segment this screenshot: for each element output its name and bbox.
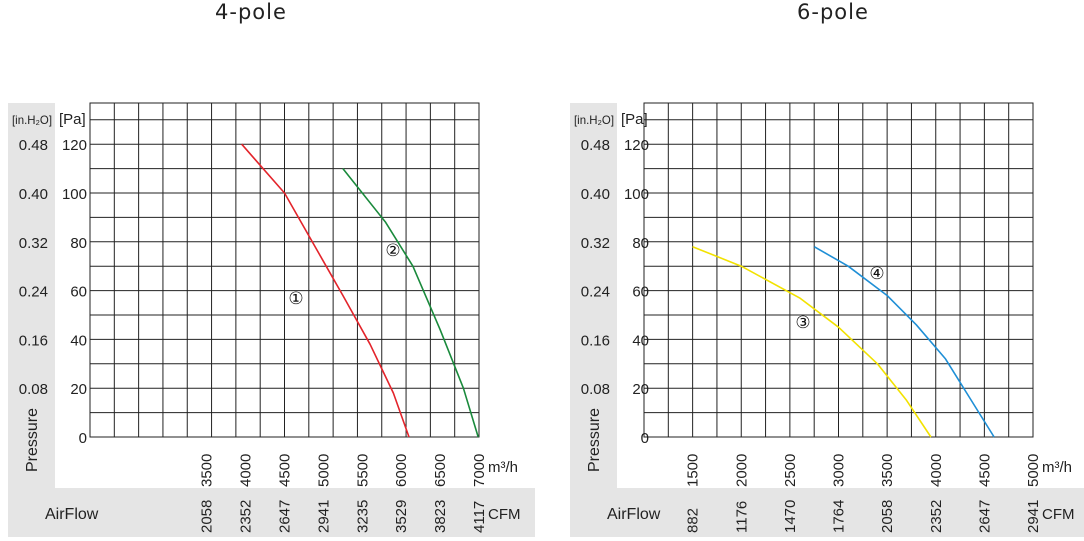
chart-title-4pole: 4-pole (215, 0, 287, 24)
series-line-2 (342, 168, 479, 438)
pressure-label-band (8, 103, 55, 488)
grid (89, 102, 480, 438)
y-axis-title: Pressure (586, 408, 603, 472)
y-unit-label: [Pa] (59, 111, 86, 128)
y-unit-label: [Pa] (621, 111, 648, 128)
x-tick-label: 1500 (685, 454, 702, 487)
cfm-tick-label: 3529 (393, 500, 410, 533)
y-tick-label: 0 (641, 430, 649, 447)
series-line-1 (241, 143, 410, 438)
cfm-tick-label: 2647 (976, 500, 993, 533)
y2-tick-label: 0.32 (581, 235, 610, 252)
x-tick-label: 7000 (471, 454, 488, 487)
x2-unit-label: CFM (1042, 506, 1075, 523)
cfm-tick-label: 4117 (471, 501, 488, 533)
y2-unit-label: [in.H₂O] (574, 113, 614, 127)
series-label: ② (385, 241, 400, 260)
cfm-tick-label: 2352 (928, 500, 945, 533)
x-tick-label: 4500 (277, 454, 294, 487)
grid (643, 102, 1034, 438)
x-axis-title: AirFlow (607, 506, 661, 523)
y2-unit-label: [in.H₂O] (12, 113, 52, 127)
cfm-tick-label: 2058 (199, 500, 216, 533)
y2-tick-label: 0.48 (581, 137, 610, 154)
series-label: ④ (869, 264, 884, 283)
series-line-1 (692, 245, 932, 438)
cfm-tick-label: 2647 (277, 500, 294, 533)
pressure-label-band (570, 103, 617, 488)
cfm-tick-label: 1470 (782, 500, 799, 533)
x-tick-label: 4000 (238, 454, 255, 487)
x-tick-label: 5000 (315, 454, 332, 487)
y-tick-label: 60 (632, 284, 649, 301)
y2-tick-label: 0.32 (19, 235, 48, 252)
x-tick-label: 4000 (928, 454, 945, 487)
x-tick-label: 3500 (879, 454, 896, 487)
y-tick-label: 120 (624, 137, 649, 154)
cfm-tick-label: 2352 (238, 500, 255, 533)
y-tick-label: 100 (62, 186, 87, 203)
y2-tick-label: 0.40 (581, 186, 610, 203)
cfm-tick-label: 3823 (432, 500, 449, 533)
x-tick-label: 6000 (393, 454, 410, 487)
cfm-tick-label: 1176 (733, 501, 750, 533)
y-tick-label: 20 (70, 381, 87, 398)
y-tick-label: 80 (70, 235, 87, 252)
chart-title-6pole: 6-pole (797, 0, 869, 24)
y-tick-label: 60 (70, 284, 87, 301)
y2-tick-label: 0.24 (581, 284, 610, 301)
y-tick-label: 20 (632, 381, 649, 398)
cfm-tick-label: 882 (685, 508, 702, 533)
cfm-tick-label: 2941 (315, 500, 332, 533)
x-tick-label: 3000 (831, 454, 848, 487)
x-tick-label: 5500 (354, 454, 371, 487)
cfm-tick-label: 1764 (831, 500, 848, 533)
y-tick-label: 120 (62, 137, 87, 154)
y2-tick-label: 0.24 (19, 284, 48, 301)
y-axis-title: Pressure (24, 408, 41, 472)
y2-tick-label: 0.08 (581, 381, 610, 398)
x-tick-label: 2000 (733, 454, 750, 487)
cfm-tick-label: 2058 (879, 500, 896, 533)
series-label: ③ (795, 313, 810, 332)
x-unit-label: m³/h (1042, 459, 1072, 476)
x2-unit-label: CFM (488, 506, 521, 523)
y-tick-label: 80 (632, 235, 649, 252)
y2-tick-label: 0.40 (19, 186, 48, 203)
airflow-strip (570, 488, 1084, 537)
x-tick-label: 2500 (782, 454, 799, 487)
x-tick-label: 4500 (976, 454, 993, 487)
series-line-2 (813, 246, 995, 438)
series-label: ① (288, 289, 303, 308)
airflow-strip (8, 488, 535, 537)
cfm-tick-label: 2941 (1025, 500, 1042, 533)
x-tick-label: 3500 (199, 454, 216, 487)
x-tick-label: 6500 (432, 454, 449, 487)
y-tick-label: 40 (632, 332, 649, 349)
cfm-tick-label: 3235 (354, 500, 371, 533)
x-axis-title: AirFlow (45, 506, 99, 523)
y2-tick-label: 0.16 (581, 332, 610, 349)
y-tick-label: 40 (70, 332, 87, 349)
y2-tick-label: 0.08 (19, 381, 48, 398)
x-tick-label: 5000 (1025, 454, 1042, 487)
y-tick-label: 0 (79, 430, 87, 447)
y-tick-label: 100 (624, 186, 649, 203)
x-unit-label: m³/h (488, 459, 518, 476)
y2-tick-label: 0.48 (19, 137, 48, 154)
y2-tick-label: 0.16 (19, 332, 48, 349)
